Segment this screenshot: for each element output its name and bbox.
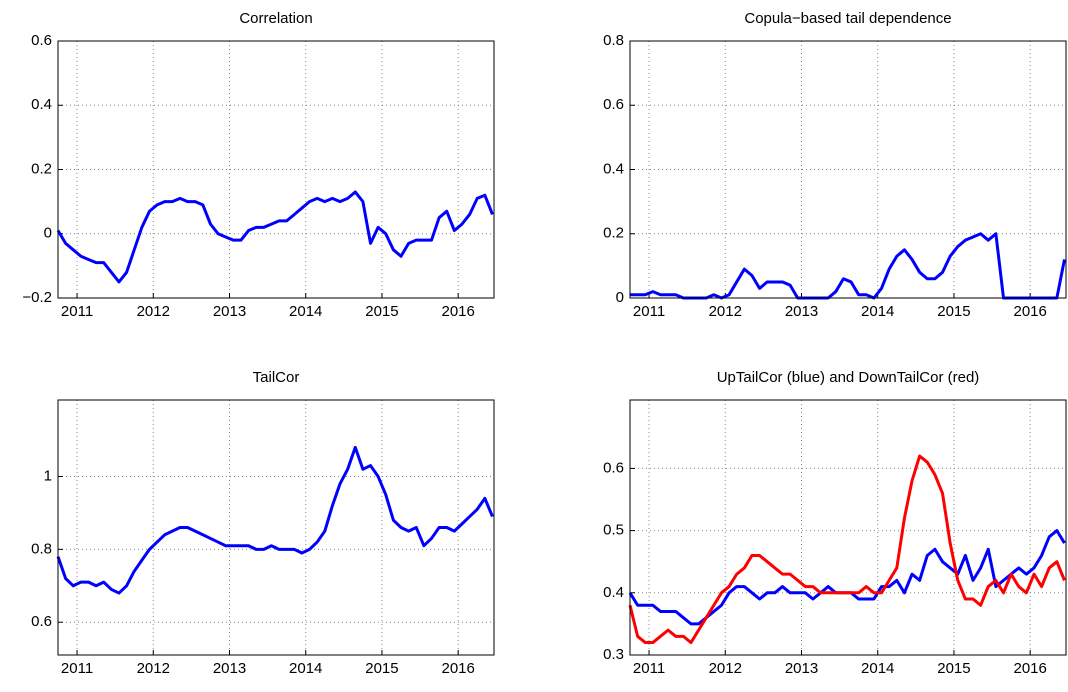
x-tick-label: 2012 xyxy=(137,303,170,320)
chart-title: Correlation xyxy=(239,10,312,27)
x-tick-label: 2016 xyxy=(441,303,474,320)
x-tick-label: 2013 xyxy=(785,303,818,320)
y-tick-label: 0 xyxy=(616,289,624,306)
y-tick-label: 0.2 xyxy=(31,160,52,177)
y-tick-label: 0.5 xyxy=(603,522,624,539)
series-line xyxy=(628,454,1066,645)
x-tick-label: 2015 xyxy=(365,660,398,677)
plot-area xyxy=(58,400,494,655)
y-tick-label: 0.4 xyxy=(603,584,624,601)
y-tick-label: 0.6 xyxy=(603,96,624,113)
y-tick-label: 0.6 xyxy=(31,613,52,630)
y-tick-label: 0.2 xyxy=(603,225,624,242)
x-tick-label: 2012 xyxy=(709,660,742,677)
y-tick-label: −0.2 xyxy=(22,289,52,306)
x-tick-label: 2013 xyxy=(213,303,246,320)
x-tick-label: 2015 xyxy=(937,660,970,677)
x-tick-label: 2011 xyxy=(61,303,93,320)
y-tick-label: 0.4 xyxy=(603,160,624,177)
chart-title: UpTailCor (blue) and DownTailCor (red) xyxy=(717,369,980,386)
x-tick-label: 2011 xyxy=(61,660,93,677)
series-line xyxy=(56,445,494,595)
y-tick-label: 0.6 xyxy=(603,459,624,476)
axes-box xyxy=(629,40,1067,299)
series-line xyxy=(56,190,494,284)
y-tick-label: 0.8 xyxy=(603,32,624,49)
plot-area xyxy=(630,400,1066,655)
y-tick-label: 0.8 xyxy=(31,540,52,557)
x-tick-label: 2016 xyxy=(1013,660,1046,677)
x-tick-label: 2015 xyxy=(937,303,970,320)
x-tick-label: 2012 xyxy=(709,303,742,320)
x-tick-label: 2014 xyxy=(861,303,894,320)
y-tick-label: 0.6 xyxy=(31,32,52,49)
x-tick-label: 2014 xyxy=(289,303,322,320)
x-tick-label: 2012 xyxy=(137,660,170,677)
chart-title: TailCor xyxy=(253,369,300,386)
x-tick-label: 2014 xyxy=(861,660,894,677)
y-tick-label: 0 xyxy=(44,225,52,242)
plot-area xyxy=(58,41,494,298)
x-tick-label: 2014 xyxy=(289,660,322,677)
x-tick-label: 2013 xyxy=(213,660,246,677)
axes-box xyxy=(57,40,495,299)
plot-area xyxy=(630,41,1066,298)
chart-title: Copula−based tail dependence xyxy=(744,10,951,27)
axes-box xyxy=(57,399,495,656)
y-tick-label: 0.4 xyxy=(31,96,52,113)
axes-box xyxy=(629,399,1067,656)
x-tick-label: 2011 xyxy=(633,660,665,677)
x-tick-label: 2015 xyxy=(365,303,398,320)
x-tick-label: 2016 xyxy=(441,660,474,677)
x-tick-label: 2013 xyxy=(785,660,818,677)
x-tick-label: 2011 xyxy=(633,303,665,320)
x-tick-label: 2016 xyxy=(1013,303,1046,320)
y-tick-label: 0.3 xyxy=(603,646,624,663)
y-tick-label: 1 xyxy=(44,467,52,484)
